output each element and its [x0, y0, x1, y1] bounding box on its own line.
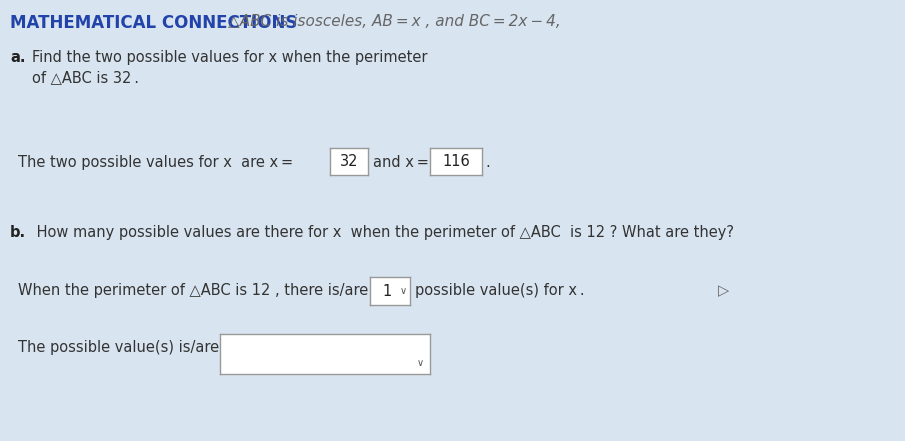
Text: ∨: ∨	[399, 286, 406, 296]
Text: 1: 1	[382, 284, 392, 299]
Text: Find the two possible values for x when the perimeter: Find the two possible values for x when …	[32, 50, 427, 65]
Text: and x =: and x =	[373, 155, 429, 170]
Text: How many possible values are there for x  when the perimeter of △ABC  is 12 ? Wh: How many possible values are there for x…	[32, 225, 734, 240]
Text: ∨: ∨	[416, 358, 424, 368]
Text: 116: 116	[443, 154, 470, 169]
Text: When the perimeter of △ABC is 12 , there is/are: When the perimeter of △ABC is 12 , there…	[18, 283, 368, 298]
Text: 32: 32	[339, 154, 358, 169]
Text: △ABC is isosceles, AB = x , and BC = 2x − 4,: △ABC is isosceles, AB = x , and BC = 2x …	[228, 14, 561, 29]
Text: possible value(s) for x .: possible value(s) for x .	[415, 283, 585, 298]
Text: of △ABC is 32 .: of △ABC is 32 .	[32, 70, 139, 85]
Text: MATHEMATICAL CONNECTIONS: MATHEMATICAL CONNECTIONS	[10, 14, 298, 32]
Text: The two possible values for x  are x =: The two possible values for x are x =	[18, 155, 293, 170]
Text: The possible value(s) is/are: The possible value(s) is/are	[18, 340, 219, 355]
Text: b.: b.	[10, 225, 26, 240]
Text: .: .	[485, 155, 490, 170]
Text: a.: a.	[10, 50, 25, 65]
Text: ▷: ▷	[718, 283, 729, 298]
